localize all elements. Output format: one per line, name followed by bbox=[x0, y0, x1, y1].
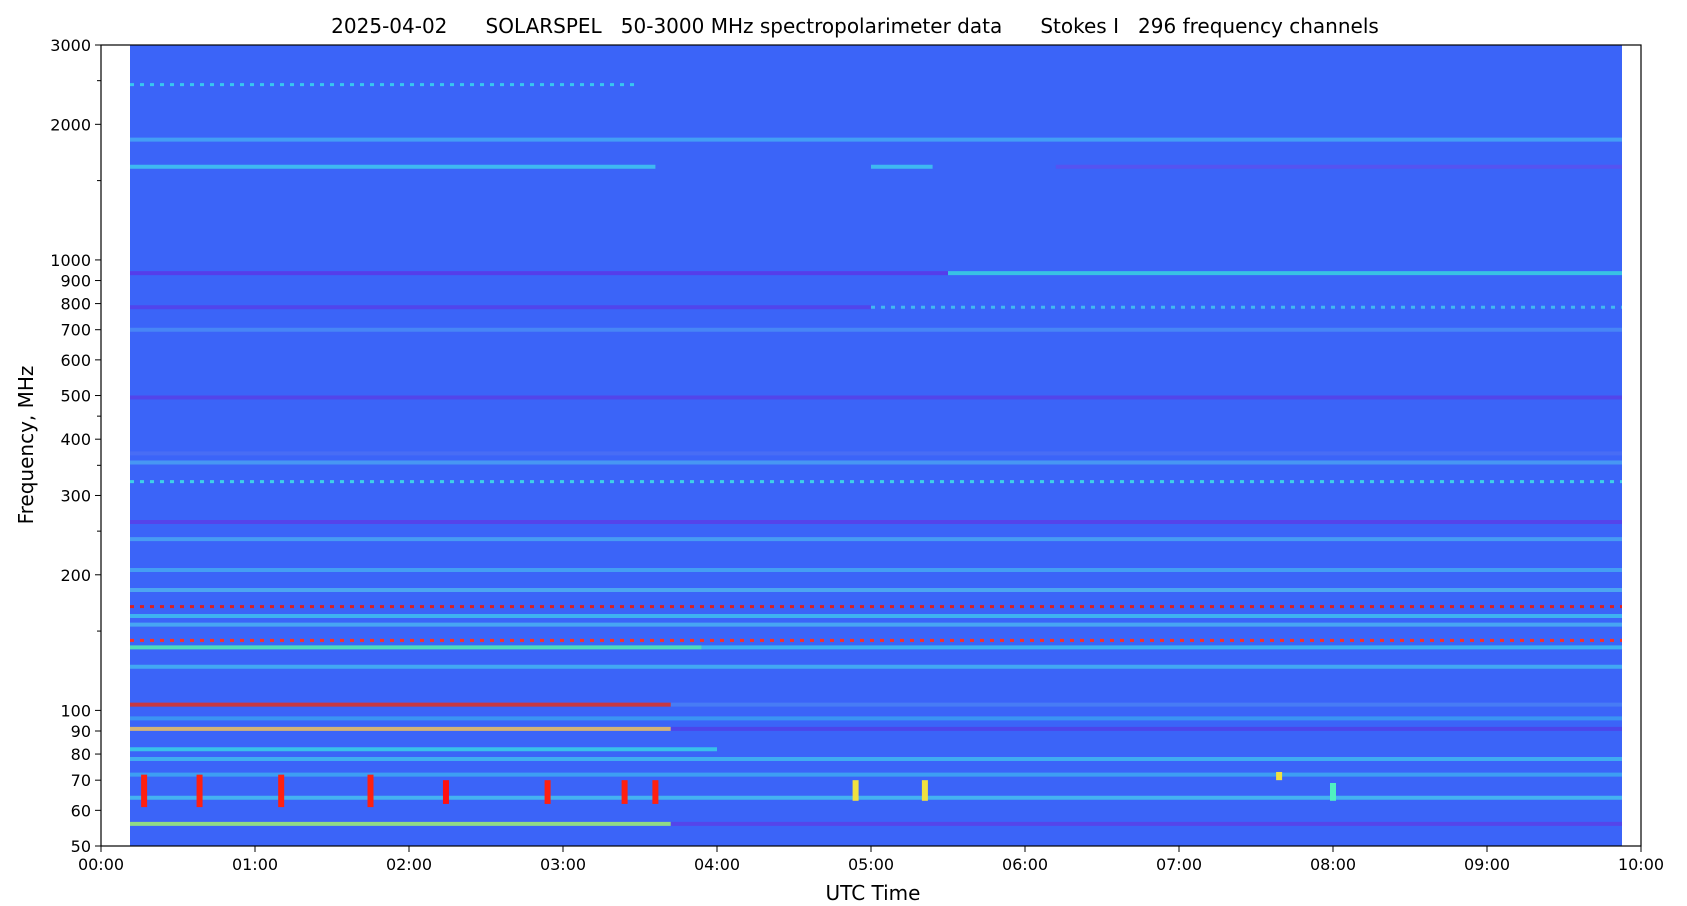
x-tick-label: 04:00 bbox=[694, 855, 740, 874]
spectrogram-heatmap bbox=[130, 45, 1622, 846]
y-tick-label: 90 bbox=[71, 722, 91, 741]
y-tick-label: 1000 bbox=[50, 251, 91, 270]
y-tick-label: 500 bbox=[60, 387, 91, 406]
plot-area bbox=[100, 44, 1642, 847]
radio-burst-0 bbox=[141, 774, 148, 808]
radio-burst-7 bbox=[652, 780, 659, 804]
radio-burst-8 bbox=[852, 780, 859, 801]
radio-burst-6 bbox=[621, 780, 628, 804]
y-axis: 50 60 70 80 90 100 200 300 400 500 600 700 800 900 100… bbox=[50, 36, 101, 856]
x-tick-label: 09:00 bbox=[1464, 855, 1510, 874]
y-axis-label: Frequency, MHz bbox=[14, 366, 38, 525]
y-tick-label: 60 bbox=[71, 801, 91, 820]
y-tick-label: 800 bbox=[60, 295, 91, 314]
y-tick-label: 100 bbox=[60, 701, 91, 720]
y-tick-label: 600 bbox=[60, 351, 91, 370]
x-tick-label: 00:00 bbox=[78, 855, 124, 874]
radio-burst-4 bbox=[442, 780, 449, 804]
radio-burst-1 bbox=[196, 774, 203, 808]
y-tick-label: 400 bbox=[60, 430, 91, 449]
x-tick-label: 05:00 bbox=[848, 855, 894, 874]
x-tick-label: 08:00 bbox=[1310, 855, 1356, 874]
radio-burst-2 bbox=[278, 774, 285, 808]
y-tick-label: 700 bbox=[60, 321, 91, 340]
x-tick-label: 02:00 bbox=[386, 855, 432, 874]
y-tick-label: 50 bbox=[71, 837, 91, 856]
radio-burst-5 bbox=[544, 780, 551, 804]
x-tick-label: 06:00 bbox=[1002, 855, 1048, 874]
x-tick-label: 03:00 bbox=[540, 855, 586, 874]
y-tick-label: 300 bbox=[60, 486, 91, 505]
y-tick-label: 80 bbox=[71, 745, 91, 764]
radio-burst-10 bbox=[1276, 771, 1283, 781]
x-tick-label: 10:00 bbox=[1618, 855, 1664, 874]
y-tick-label: 900 bbox=[60, 272, 91, 291]
y-tick-label: 3000 bbox=[50, 36, 91, 55]
x-axis: 00:00 01:00 02:00 03:00 04:00 05:00 06:00 07:00… bbox=[78, 846, 1664, 874]
chart-title: 2025-04-02 SOLARSPEL 50-3000 MHz spectro… bbox=[331, 14, 1379, 38]
y-tick-label: 70 bbox=[71, 771, 91, 790]
y-tick-label: 2000 bbox=[50, 115, 91, 134]
radio-burst-3 bbox=[367, 774, 374, 808]
radio-burst-9 bbox=[921, 780, 928, 801]
radio-burst-11 bbox=[1330, 782, 1336, 801]
x-axis-label: UTC Time bbox=[826, 881, 921, 905]
x-tick-label: 07:00 bbox=[1156, 855, 1202, 874]
x-tick-label: 01:00 bbox=[232, 855, 278, 874]
heatmap-background bbox=[130, 45, 1622, 846]
y-tick-label: 200 bbox=[60, 566, 91, 585]
